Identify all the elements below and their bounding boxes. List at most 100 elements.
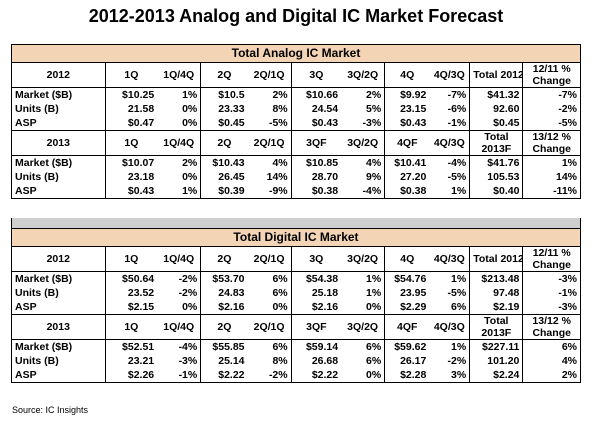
value-cell: $2.19 [469, 300, 524, 315]
value-cell: $2.24 [469, 368, 524, 383]
column-header: 3Q/2Q [341, 130, 386, 156]
value-cell: 0% [247, 300, 292, 315]
source-note: Source: IC Insights [12, 405, 89, 415]
row-label: ASP [11, 116, 106, 131]
column-header: 4Q/3Q [429, 130, 471, 156]
value-cell: -5% [429, 286, 471, 300]
value-cell: 1% [157, 87, 202, 102]
column-header: 2Q/1Q [247, 130, 292, 156]
value-cell: -7% [522, 87, 581, 102]
row-label: ASP [11, 368, 106, 383]
value-cell: 2% [522, 368, 581, 383]
table-row: Market ($B) $50.64 -2% $53.70 6% $54.38 1% $54.… [11, 271, 581, 286]
table-row: Units (B) 21.58 0% 23.33 8% 24.54 5% 23.15 -6% 92… [11, 102, 581, 116]
column-header: 1Q/4Q [157, 62, 202, 88]
value-cell: 23.95 [400, 287, 427, 299]
change-header-line1: 13/12 % [532, 315, 571, 328]
value-cell: 26.68 [311, 355, 339, 367]
row-label: Units (B) [11, 102, 106, 116]
column-header: 1Q [105, 62, 158, 88]
value-cell: $0.43 [291, 116, 342, 131]
value-cell: $10.43 [200, 155, 248, 170]
section-heading-row: Total Digital IC Market [11, 228, 581, 247]
column-header: 2Q/1Q [247, 62, 292, 88]
value-cell: 1% [341, 271, 386, 286]
value-cell: -3% [522, 271, 581, 286]
value-cell: $0.45 [200, 116, 248, 131]
header-row: 2012 1Q 1Q/4Q 2Q 2Q/1Q 3Q 3Q/2Q 4Q 4Q/3Q Total 20… [11, 62, 581, 88]
change-header-line1: 13/12 % [532, 131, 571, 144]
value-cell: 8% [247, 102, 292, 116]
value-cell: 6% [341, 339, 386, 354]
value-cell: $41.76 [469, 155, 524, 170]
value-cell: 1% [522, 155, 581, 170]
value-cell: -4% [157, 339, 202, 354]
header-row: 2013 1Q 1Q/4Q 2Q 2Q/1Q 3QF 3Q/2Q 4QF 4Q/3Q Total 2… [11, 130, 581, 156]
column-header: 2Q [200, 314, 248, 340]
header-row: 2012 1Q 1Q/4Q 2Q 2Q/1Q 3Q 3Q/2Q 4Q 4Q/3Q Total 20… [11, 246, 581, 272]
column-header: 1Q/4Q [157, 130, 202, 156]
value-cell: 4% [341, 155, 386, 170]
value-cell: 14% [247, 170, 292, 184]
column-header: 3Q/2Q [341, 62, 386, 88]
value-cell: -2% [429, 354, 471, 368]
total-header: Total 2013F [469, 130, 524, 156]
value-cell: -4% [341, 184, 386, 199]
total-header-line2: 2013F [481, 327, 512, 339]
value-cell: 23.33 [218, 103, 245, 115]
row-label: Units (B) [11, 286, 106, 300]
value-cell: 5% [341, 102, 386, 116]
value-cell: 1% [429, 271, 471, 286]
value-cell: 8% [247, 354, 292, 368]
row-label: Units (B) [11, 354, 106, 368]
value-cell: $10.25 [105, 87, 158, 102]
row-label: ASP [11, 300, 106, 315]
value-cell: 23.18 [127, 171, 155, 183]
change-header: 13/12 % Change [522, 314, 581, 340]
value-cell: $2.28 [384, 368, 430, 383]
row-label: Market ($B) [11, 87, 106, 102]
value-cell: $2.22 [200, 368, 248, 383]
value-cell: -2% [157, 271, 202, 286]
change-header: 12/11 % Change [522, 246, 581, 272]
value-cell: 28.70 [311, 171, 339, 183]
value-cell: 4% [247, 155, 292, 170]
value-cell: -1% [429, 116, 471, 131]
change-header-line1: 12/11 % [532, 63, 571, 76]
value-cell: $0.45 [469, 116, 524, 131]
value-cell: -5% [522, 116, 581, 131]
year-header: 2013 [11, 314, 106, 340]
value-cell: 25.18 [311, 287, 339, 299]
total-header-line1: Total [484, 315, 509, 328]
value-cell: $10.66 [291, 87, 342, 102]
value-cell: -3% [522, 300, 581, 315]
value-cell: -7% [429, 87, 471, 102]
value-cell: $52.51 [105, 339, 158, 354]
value-cell: 2% [157, 155, 202, 170]
row-label: Market ($B) [11, 271, 106, 286]
change-header-line2: Change [532, 327, 571, 339]
value-cell: -2% [157, 286, 202, 300]
value-cell: 24.54 [311, 103, 339, 115]
row-label: Market ($B) [11, 339, 106, 354]
column-header: 3QF [291, 314, 342, 340]
value-cell: $10.5 [200, 87, 248, 102]
value-cell: 2% [341, 87, 386, 102]
value-cell: $0.38 [384, 184, 430, 199]
table-row: Market ($B) $10.25 1% $10.5 2% $10.66 2% $9.92-… [11, 87, 581, 102]
section-heading-row: Total Analog IC Market [11, 44, 581, 63]
value-cell: 1% [429, 184, 471, 199]
page-title: 2012-2013 Analog and Digital IC Market F… [88, 6, 504, 26]
row-label: Units (B) [11, 170, 106, 184]
value-cell: 23.21 [127, 355, 155, 367]
value-cell: -9% [247, 184, 292, 199]
value-cell: $50.64 [105, 271, 158, 286]
value-cell: $2.16 [291, 300, 342, 315]
year-header: 2013 [11, 130, 106, 156]
column-header: Total 2012 [469, 62, 524, 88]
table-row: ASP $0.47 0% $0.45 -5% $0.43 -3% $0.43 -1% $0.45-… [11, 116, 581, 131]
value-cell: $9.92 [384, 87, 430, 102]
value-cell: 6% [522, 339, 581, 354]
column-header: 3Q/2Q [341, 246, 386, 272]
value-cell: 14% [522, 170, 581, 184]
